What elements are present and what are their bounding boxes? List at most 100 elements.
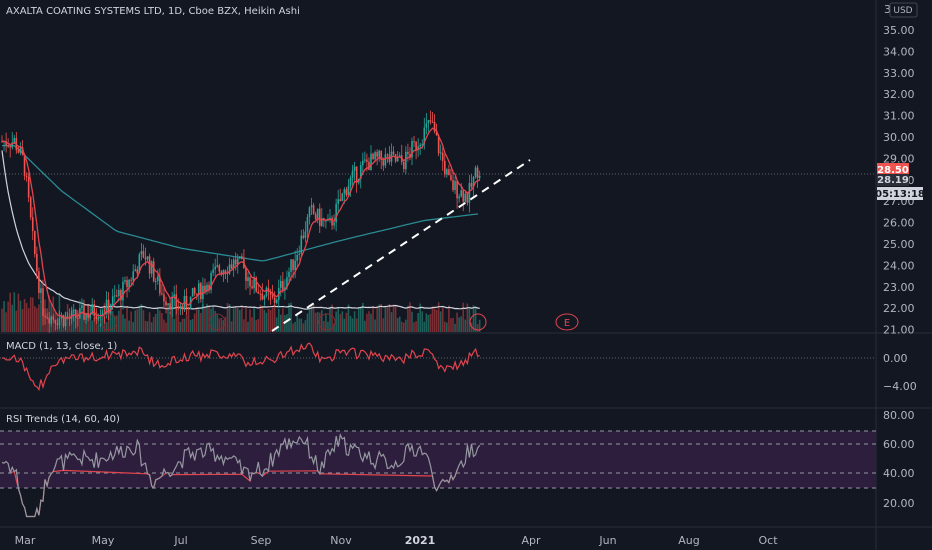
event-marker[interactable] — [318, 313, 336, 331]
volume-bar — [409, 302, 411, 332]
last-price-tag — [877, 163, 909, 176]
candle-body — [302, 235, 305, 238]
volume-bar — [140, 303, 143, 332]
volume-bar — [79, 315, 81, 332]
candle-body — [478, 175, 481, 179]
candle-body — [454, 180, 456, 191]
chart-title: AXALTA COATING SYSTEMS LTD, 1D, Cboe BZX… — [6, 6, 300, 17]
candle-body — [58, 318, 61, 325]
rsi-title: RSI Trends (14, 60, 40) — [6, 414, 120, 425]
volume-bar — [3, 301, 5, 332]
candle-body — [411, 141, 413, 158]
candle-body — [42, 288, 44, 316]
volume-bar — [152, 316, 155, 332]
volume-bar — [263, 309, 266, 332]
candle-body — [384, 154, 387, 166]
volume-bar — [111, 311, 114, 332]
volume-bar — [146, 321, 149, 332]
event-marker[interactable] — [469, 313, 487, 331]
volume-bar — [290, 302, 292, 332]
price-candles[interactable] — [1, 110, 481, 333]
candle-body — [236, 258, 239, 265]
volume-bar — [398, 316, 401, 332]
time-tick-label: Sep — [251, 534, 272, 547]
volume-bar — [444, 321, 446, 332]
candle-body — [46, 317, 48, 319]
volume-bar — [36, 308, 38, 332]
candle-body — [318, 208, 321, 227]
volume-bar — [236, 308, 239, 332]
candle-body — [239, 256, 241, 259]
time-axis[interactable]: Mar May Jul Sep Nov 2021 Apr Jun Aug Oct — [15, 534, 779, 547]
candle-body — [437, 135, 440, 154]
candle-body — [210, 272, 212, 290]
volume-bar — [333, 323, 335, 332]
volume-bar — [113, 316, 116, 332]
candle-body — [415, 141, 417, 150]
candle-body — [89, 314, 91, 318]
price-axis[interactable]: 3 USD — [884, 2, 918, 18]
candle-body — [456, 180, 458, 199]
volume-bar — [249, 309, 251, 332]
volume-bar — [396, 318, 399, 332]
candle-body — [403, 161, 405, 170]
volume-bar — [343, 318, 346, 332]
volume-bar — [187, 307, 190, 332]
candle-body — [304, 231, 307, 238]
event-marker[interactable] — [100, 313, 118, 331]
volume-bar — [292, 323, 294, 332]
candle-body — [347, 186, 350, 196]
candle-body — [310, 205, 313, 208]
candle-body — [366, 159, 368, 162]
volume-bar — [5, 312, 7, 332]
volume-bar — [450, 318, 452, 332]
candle-body — [470, 183, 473, 187]
candle-body — [282, 280, 284, 290]
candle-body — [64, 316, 67, 327]
volume-bar — [120, 303, 122, 332]
countdown-value: 05:13:18 — [875, 189, 925, 200]
volume-bar — [423, 321, 426, 332]
volume-bar — [91, 320, 93, 332]
candle-body — [314, 213, 317, 219]
candle-body — [111, 296, 114, 308]
candle-body — [251, 286, 253, 289]
time-tick-label: 2021 — [405, 534, 436, 547]
candle-body — [83, 305, 85, 320]
candle-body — [294, 260, 296, 271]
candle-body — [126, 280, 128, 288]
currency-button[interactable] — [889, 2, 918, 18]
volume-bar — [1, 308, 3, 332]
candle-body — [175, 294, 178, 307]
volume-bar — [218, 318, 221, 332]
volume-bar — [318, 312, 321, 332]
volume-bar — [130, 311, 132, 332]
candle-body — [40, 288, 42, 293]
macd-line — [1, 342, 480, 392]
volume-bar — [441, 307, 444, 332]
candle-body — [286, 277, 288, 288]
event-marker[interactable] — [208, 313, 226, 331]
volume-bar — [216, 313, 219, 332]
candle-body — [224, 270, 227, 273]
candle-body — [405, 151, 407, 170]
volume-bar — [437, 302, 440, 332]
volume-bar — [341, 311, 344, 332]
volume-bar — [255, 320, 257, 332]
rsi-tick-label: 60.00 — [883, 438, 915, 451]
earnings-marker-upcoming[interactable] — [555, 313, 579, 331]
candle-body — [380, 150, 383, 160]
volume-bar — [243, 319, 245, 332]
volume-bar — [337, 307, 339, 332]
candle-body — [288, 271, 290, 278]
volume-bar — [169, 311, 171, 332]
trendline-drawing[interactable] — [271, 159, 531, 332]
volume-bar — [380, 303, 383, 332]
candle-body — [409, 154, 411, 158]
volume-bar — [208, 305, 210, 332]
candle-body — [472, 176, 475, 187]
candle-body — [204, 285, 206, 292]
candle-body — [325, 220, 327, 222]
candle-body — [345, 189, 348, 196]
